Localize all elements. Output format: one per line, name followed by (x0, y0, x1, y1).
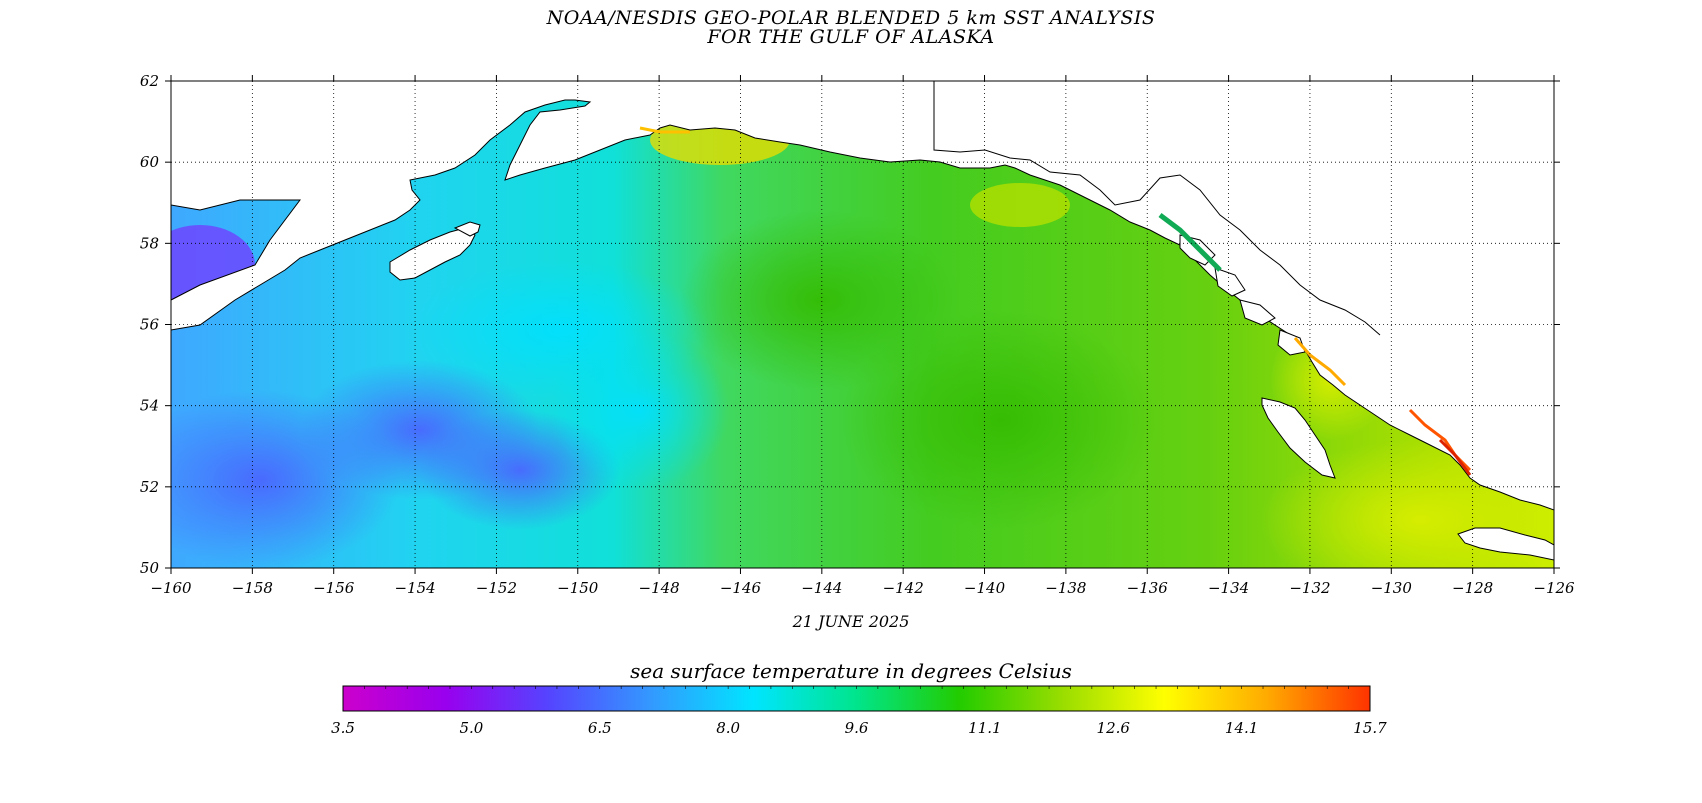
lon-label: −130 (1371, 579, 1413, 597)
land-mask (171, 81, 1554, 561)
lon-label: −142 (883, 579, 924, 597)
colorbar-label: 11.1 (968, 719, 1001, 737)
lon-label: −138 (1045, 579, 1086, 597)
colorbar-label: 12.6 (1097, 719, 1131, 737)
map-title-line2: FOR THE GULF OF ALASKA (707, 26, 995, 48)
lon-label: −156 (313, 579, 355, 597)
lat-label: 60 (140, 153, 160, 171)
inlet-colors (639, 126, 1472, 476)
lat-label: 58 (140, 234, 159, 252)
colorbar-label: 15.7 (1353, 719, 1387, 737)
lon-label: −144 (801, 579, 842, 597)
lat-label: 50 (140, 559, 160, 577)
lon-label: −150 (557, 579, 599, 597)
latitude-labels: 62 60 58 56 54 52 50 (140, 72, 160, 577)
lon-label: −136 (1127, 579, 1169, 597)
lon-label: −154 (394, 579, 435, 597)
longitude-labels: −160 −158 −156 −154 −152 −150 −148 −146 −144 −142… (150, 579, 1575, 597)
colorbar-label: 9.6 (845, 719, 869, 737)
lon-label: −140 (964, 579, 1006, 597)
colorbar-label: 6.5 (588, 719, 612, 737)
lon-label: −126 (1533, 579, 1575, 597)
lon-label: −128 (1452, 579, 1493, 597)
lon-label: −160 (150, 579, 192, 597)
plot-frame (170, 80, 1555, 569)
lat-label: 62 (140, 72, 159, 90)
lat-label: 54 (140, 397, 159, 415)
lon-label: −134 (1208, 579, 1249, 597)
colorbar-label: 5.0 (459, 719, 483, 737)
colorbar-label: 8.0 (716, 719, 740, 737)
map-title-line1: NOAA/NESDIS GEO-POLAR BLENDED 5 km SST A… (546, 7, 1156, 29)
colorbar-label: 3.5 (331, 719, 355, 737)
colorbar-title: sea surface temperature in degrees Celsi… (630, 659, 1072, 683)
colorbar-ticks: 3.5 5.0 6.5 8.0 9.6 11.1 12.6 14.1 15.7 (331, 686, 1387, 737)
lat-label: 56 (140, 316, 160, 334)
lon-label: −132 (1289, 579, 1330, 597)
border-line (933, 81, 1381, 336)
colorbar (342, 685, 1371, 712)
lon-label: −148 (639, 579, 680, 597)
lat-label: 52 (140, 478, 159, 496)
lon-label: −152 (476, 579, 517, 597)
lon-label: −158 (232, 579, 273, 597)
lon-label: −146 (720, 579, 762, 597)
date-label: 21 JUNE 2025 (792, 612, 910, 631)
grid-lines (165, 75, 1560, 574)
sst-field (171, 81, 1554, 568)
colorbar-label: 14.1 (1225, 719, 1258, 737)
